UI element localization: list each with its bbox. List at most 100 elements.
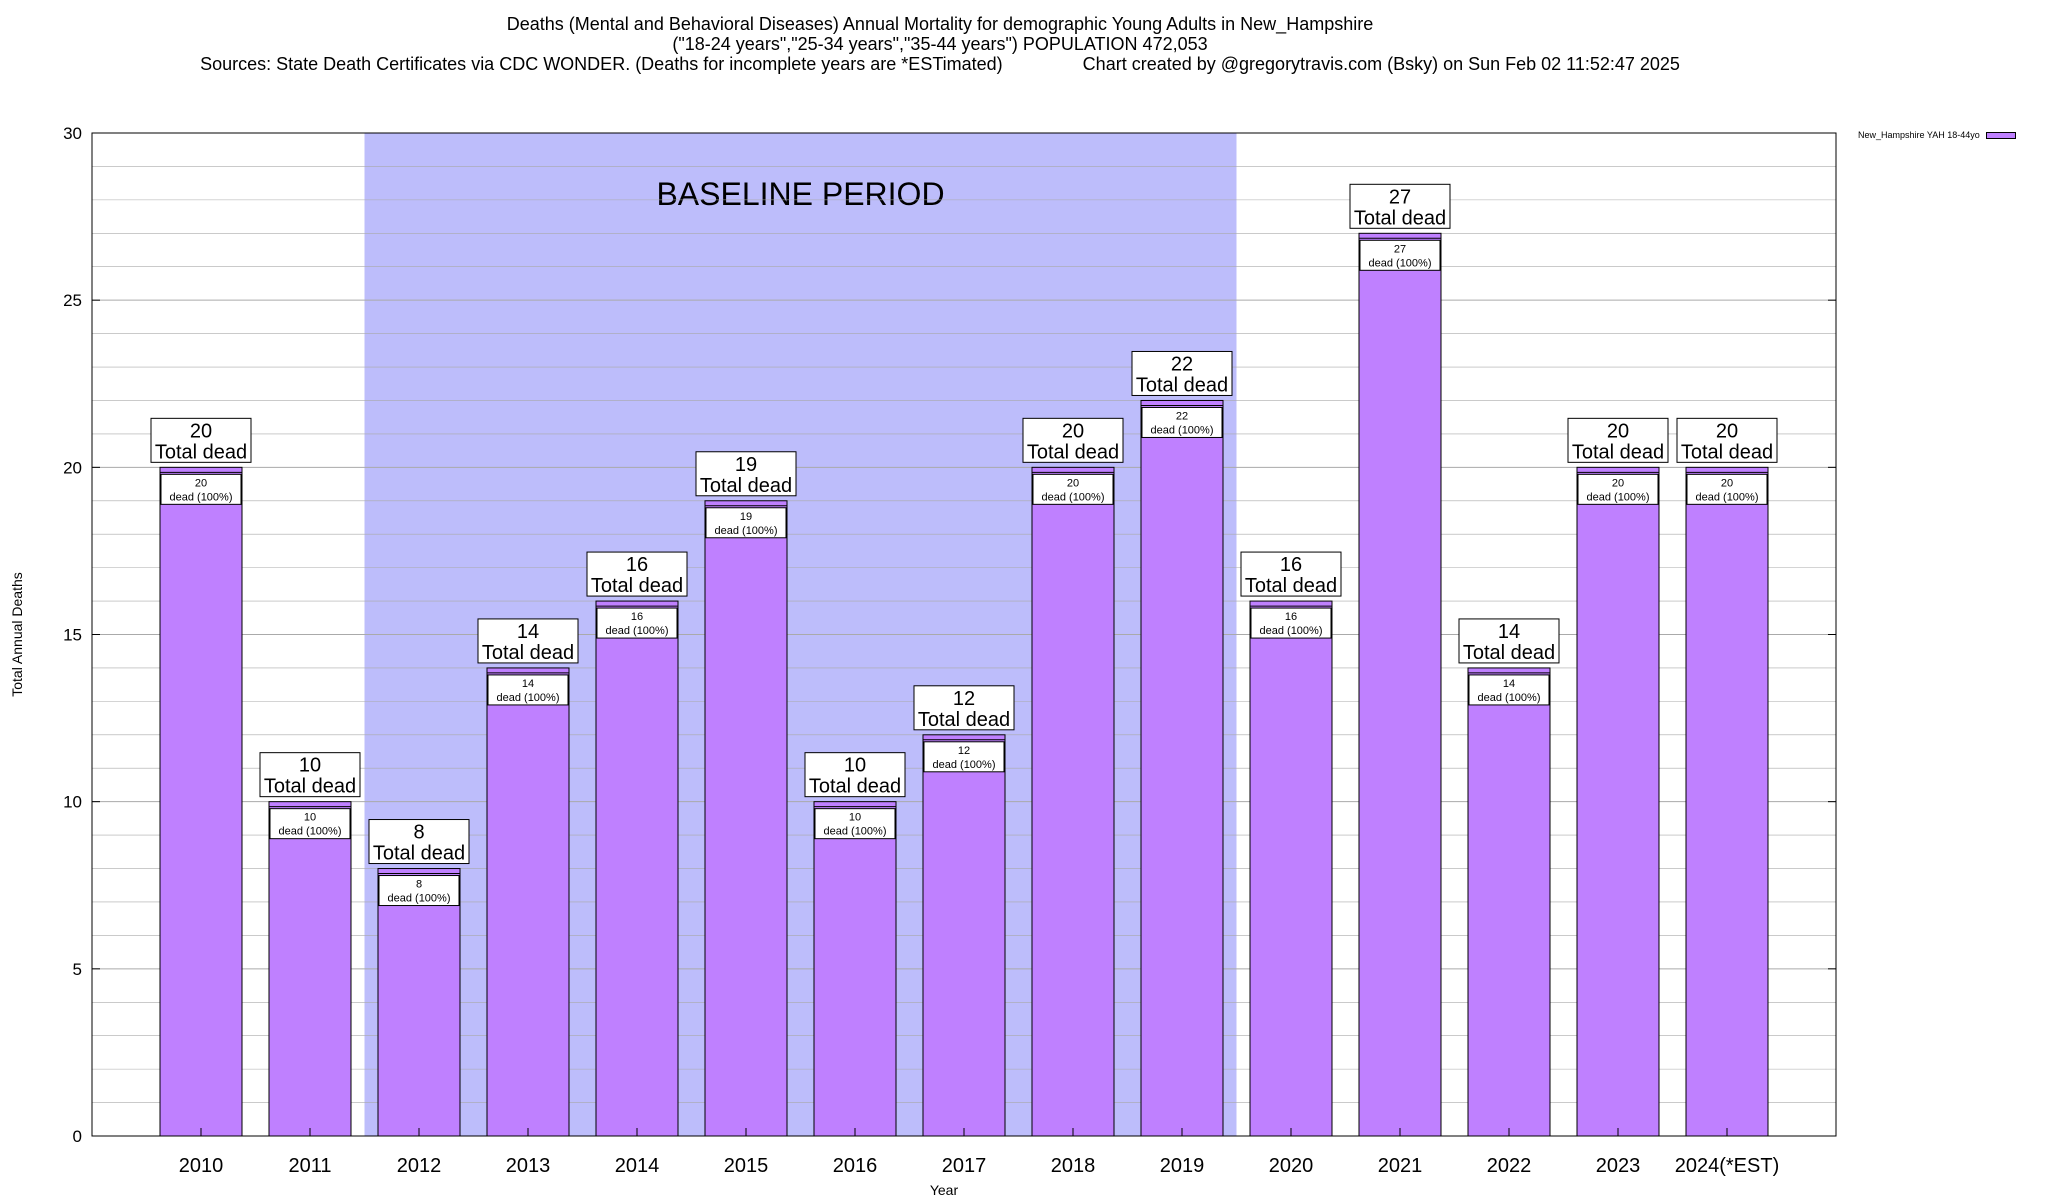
inner-value-label: 10 xyxy=(304,812,316,824)
total-label-box xyxy=(695,451,797,497)
x-tick-label: 2024(*EST) xyxy=(1675,1155,1780,1177)
inner-percent-label: dead (100%) xyxy=(279,826,342,838)
bar-2017 xyxy=(922,734,1006,1137)
total-value-label: 27 xyxy=(1389,186,1411,208)
x-tick-label: 2020 xyxy=(1269,1155,1314,1177)
chart-source-line: Sources: State Death Certificates via CD… xyxy=(200,54,1680,74)
inner-label-box xyxy=(705,507,787,539)
inner-percent-label: dead (100%) xyxy=(1696,491,1759,503)
total-label-box xyxy=(1349,183,1451,229)
y-tick-label: 25 xyxy=(63,291,82,310)
total-value-label: 20 xyxy=(1062,420,1084,442)
bar-2011 xyxy=(268,801,352,1137)
x-tick-label: 2017 xyxy=(942,1155,987,1177)
bar-2015 xyxy=(704,500,788,1137)
inner-percent-label: dead (100%) xyxy=(933,759,996,771)
total-label-box xyxy=(1131,350,1233,396)
legend-swatch xyxy=(1985,131,2016,139)
inner-label-box xyxy=(1250,607,1332,639)
total-label-box xyxy=(586,551,688,597)
inner-percent-label: dead (100%) xyxy=(1260,625,1323,637)
total-value-label: 10 xyxy=(844,755,866,777)
total-dead-label: Total dead xyxy=(373,843,465,865)
baseline-period-label: BASELINE PERIOD xyxy=(656,176,944,212)
inner-label-box xyxy=(269,808,351,840)
total-label-box xyxy=(368,819,470,865)
total-dead-label: Total dead xyxy=(700,475,792,497)
total-label-box xyxy=(1022,417,1124,463)
total-value-label: 20 xyxy=(1607,420,1629,442)
inner-percent-label: dead (100%) xyxy=(388,893,451,905)
chart-title: Deaths (Mental and Behavioral Diseases) … xyxy=(506,14,1374,34)
total-dead-label: Total dead xyxy=(591,575,683,597)
inner-value-label: 16 xyxy=(1285,611,1297,623)
total-dead-label: Total dead xyxy=(1136,374,1228,396)
x-tick-label: 2016 xyxy=(833,1155,878,1177)
inner-value-label: 14 xyxy=(522,678,534,690)
legend-label: New_Hampshire YAH 18-44yo xyxy=(1858,130,1980,140)
total-value-label: 20 xyxy=(190,420,212,442)
inner-label-box xyxy=(160,473,242,505)
y-tick-label: 15 xyxy=(63,626,82,645)
inner-label-box xyxy=(1359,239,1441,271)
inner-percent-label: dead (100%) xyxy=(497,692,560,704)
inner-percent-label: dead (100%) xyxy=(1369,257,1432,269)
inner-percent-label: dead (100%) xyxy=(170,491,233,503)
total-value-label: 22 xyxy=(1171,353,1193,375)
x-tick-label: 2023 xyxy=(1596,1155,1641,1177)
inner-value-label: 8 xyxy=(416,879,422,891)
x-tick-label: 2010 xyxy=(179,1155,224,1177)
total-label-box xyxy=(1240,551,1342,597)
inner-percent-label: dead (100%) xyxy=(1151,424,1214,436)
total-dead-label: Total dead xyxy=(1463,642,1555,664)
inner-value-label: 20 xyxy=(1612,477,1624,489)
total-dead-label: Total dead xyxy=(1572,441,1664,463)
bar-2022 xyxy=(1467,667,1551,1137)
bar-2024(*EST) xyxy=(1685,466,1769,1137)
x-tick-label: 2014 xyxy=(615,1155,660,1177)
total-dead-label: Total dead xyxy=(1027,441,1119,463)
x-tick-label: 2019 xyxy=(1160,1155,1205,1177)
total-label-box xyxy=(913,685,1015,731)
inner-percent-label: dead (100%) xyxy=(1587,491,1650,503)
inner-label-box xyxy=(1468,674,1550,706)
inner-percent-label: dead (100%) xyxy=(606,625,669,637)
inner-percent-label: dead (100%) xyxy=(1042,491,1105,503)
total-dead-label: Total dead xyxy=(155,441,247,463)
total-value-label: 8 xyxy=(413,822,424,844)
total-label-box xyxy=(259,752,361,798)
total-value-label: 16 xyxy=(1280,554,1302,576)
total-value-label: 10 xyxy=(299,755,321,777)
inner-value-label: 20 xyxy=(195,477,207,489)
legend: New_Hampshire YAH 18-44yo xyxy=(1858,130,2016,140)
total-dead-label: Total dead xyxy=(809,776,901,798)
inner-value-label: 12 xyxy=(958,745,970,757)
x-tick-label: 2022 xyxy=(1487,1155,1532,1177)
x-tick-label: 2018 xyxy=(1051,1155,1096,1177)
total-value-label: 16 xyxy=(626,554,648,576)
total-value-label: 12 xyxy=(953,688,975,710)
inner-value-label: 20 xyxy=(1721,477,1733,489)
x-tick-label: 2013 xyxy=(506,1155,551,1177)
y-tick-label: 10 xyxy=(63,793,82,812)
chart-title-block: Deaths (Mental and Behavioral Diseases) … xyxy=(0,14,1880,74)
bar-2020 xyxy=(1249,600,1333,1137)
bar-2021 xyxy=(1358,232,1442,1137)
inner-value-label: 19 xyxy=(740,511,752,523)
x-tick-label: 2015 xyxy=(724,1155,769,1177)
y-tick-label: 20 xyxy=(63,458,82,477)
total-label-box xyxy=(150,417,252,463)
total-label-box xyxy=(477,618,579,664)
bar-2012 xyxy=(377,868,461,1137)
x-tick-label: 2021 xyxy=(1378,1155,1423,1177)
inner-label-box xyxy=(1032,473,1114,505)
inner-label-box xyxy=(1577,473,1659,505)
bar-2016 xyxy=(813,801,897,1137)
inner-percent-label: dead (100%) xyxy=(715,525,778,537)
total-dead-label: Total dead xyxy=(918,709,1010,731)
y-tick-label: 5 xyxy=(73,960,82,979)
bar-2010 xyxy=(159,466,243,1137)
bar-2023 xyxy=(1576,466,1660,1137)
inner-label-box xyxy=(814,808,896,840)
inner-label-box xyxy=(378,875,460,907)
